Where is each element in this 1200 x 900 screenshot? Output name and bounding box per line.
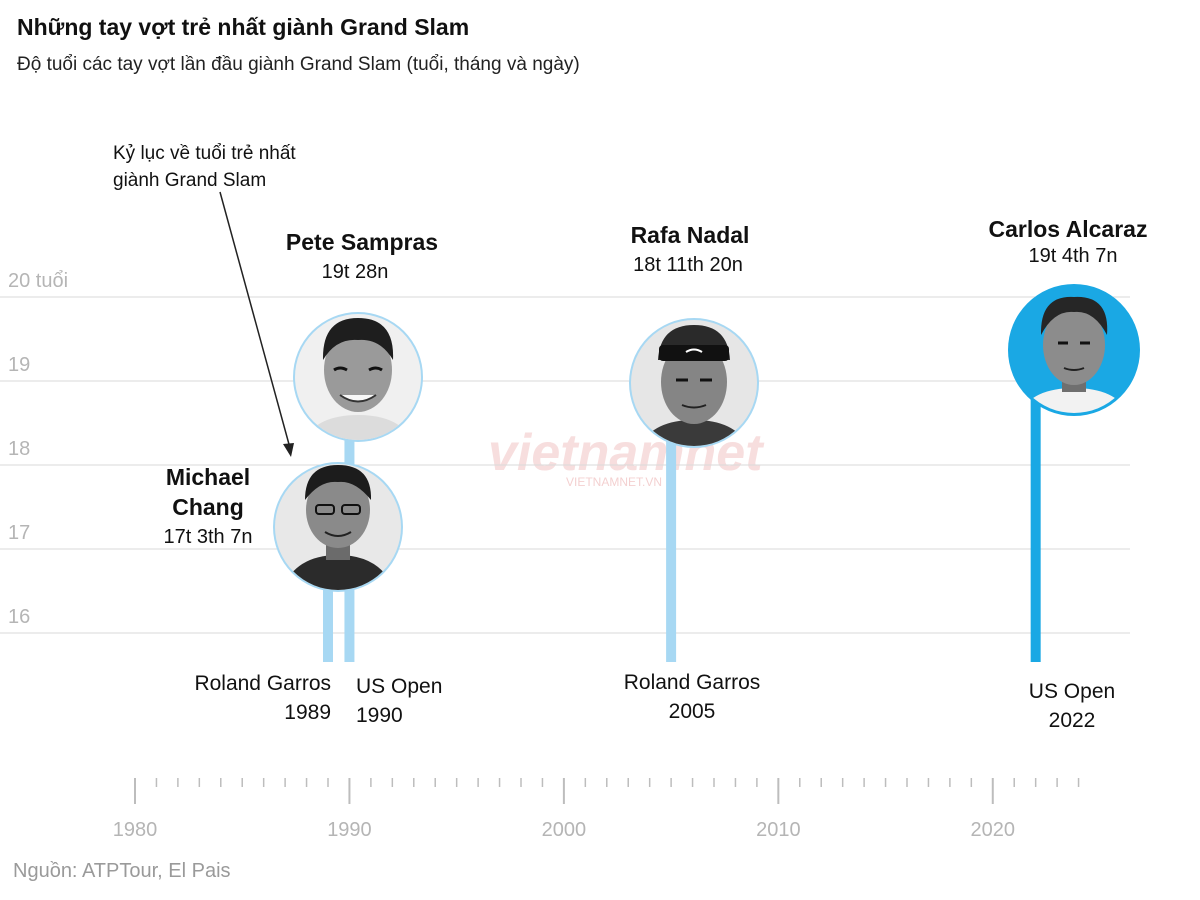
player-age-label: 19t 4th 7n xyxy=(1029,245,1118,267)
player-age-label: 18t 11th 20n xyxy=(633,254,743,276)
chart-title: Những tay vợt trẻ nhất giành Grand Slam xyxy=(17,14,470,40)
event-label: US Open xyxy=(356,675,442,698)
event-label: 1990 xyxy=(356,704,403,727)
annotation-line-2: giành Grand Slam xyxy=(113,170,266,191)
y-tick-label: 17 xyxy=(8,522,30,544)
portrait-rafa-nadal xyxy=(629,318,759,448)
record-annotation: Kỷ lục về tuổi trẻ nhất giành Grand Slam xyxy=(113,143,296,457)
y-tick-label: 18 xyxy=(8,438,30,460)
event-label: 1989 xyxy=(284,701,331,724)
player-name: Chang xyxy=(172,494,244,520)
x-axis: 1980 1990 2000 2010 2020 xyxy=(113,778,1080,841)
player-name: Pete Sampras xyxy=(286,229,438,255)
event-label: Roland Garros xyxy=(624,671,761,694)
watermark-url: VIETNAMNET.VN xyxy=(566,475,662,489)
x-tick-label: 2020 xyxy=(971,819,1016,841)
chart-subtitle: Độ tuổi các tay vợt lần đầu giành Grand … xyxy=(17,54,580,75)
portrait-pete-sampras xyxy=(293,312,423,442)
x-tick-label: 2010 xyxy=(756,819,801,841)
event-label: US Open xyxy=(1029,680,1115,703)
y-grid: 16 17 18 19 20 tuổi xyxy=(0,270,1130,634)
player-name: Carlos Alcaraz xyxy=(989,216,1148,242)
player-labels: Michael Chang 17t 3th 7n Roland Garros 1989 P… xyxy=(164,216,1148,732)
event-label: 2022 xyxy=(1049,709,1096,732)
arrowhead-icon xyxy=(283,443,294,457)
y-tick-label: 19 xyxy=(8,354,30,376)
player-age-label: 19t 28n xyxy=(322,261,389,283)
event-label: Roland Garros xyxy=(194,672,331,695)
y-tick-label: 16 xyxy=(8,606,30,628)
x-tick-label: 1990 xyxy=(327,819,372,841)
player-age-label: 17t 3th 7n xyxy=(164,526,253,548)
event-label: 2005 xyxy=(669,700,716,723)
x-tick-label: 2000 xyxy=(542,819,587,841)
portrait-carlos-alcaraz xyxy=(1008,284,1140,416)
y-tick-label: 20 tuổi xyxy=(8,270,68,292)
source-note: Nguồn: ATPTour, El Pais xyxy=(13,860,231,882)
x-tick-label: 1980 xyxy=(113,819,158,841)
annotation-arrow xyxy=(219,191,291,449)
portrait-michael-chang xyxy=(273,462,403,592)
annotation-line-1: Kỷ lục về tuổi trẻ nhất xyxy=(113,143,296,164)
player-name: Rafa Nadal xyxy=(631,222,750,248)
player-name: Michael xyxy=(166,464,250,490)
